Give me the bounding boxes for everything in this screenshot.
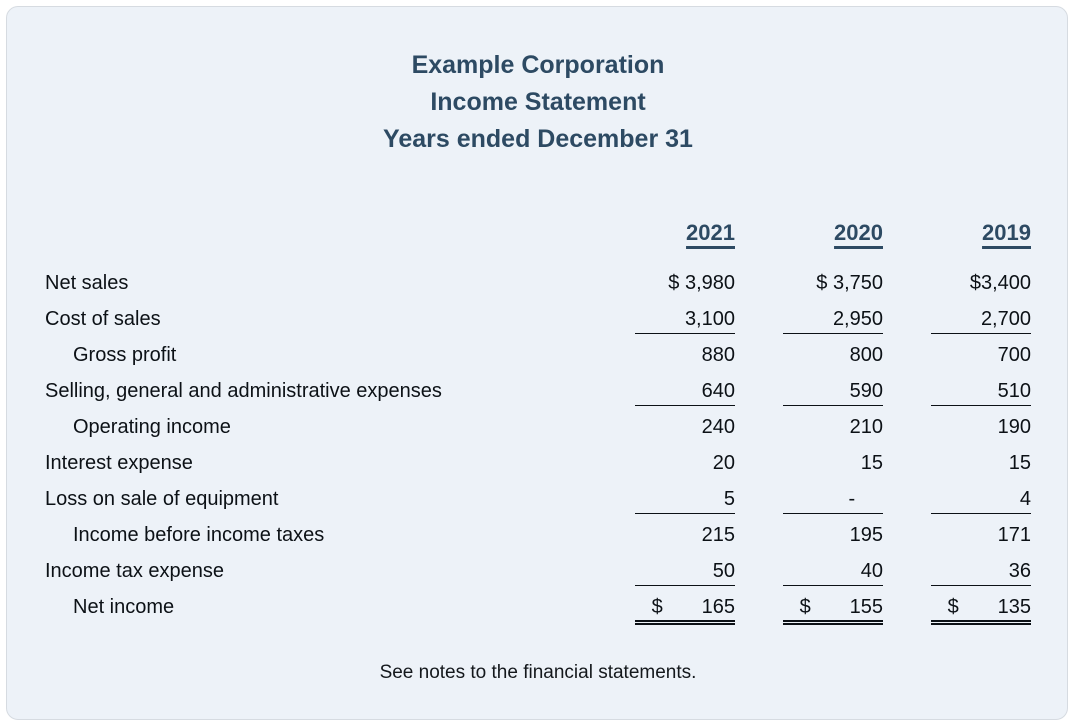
row-value: 190 <box>997 416 1031 438</box>
row-value: 36 <box>931 560 1031 586</box>
row-value: $ 3,750 <box>816 272 883 294</box>
row-value: 171 <box>997 524 1031 546</box>
row-value: 800 <box>849 344 883 366</box>
row-value: 50 <box>635 560 735 586</box>
row-value: 5 <box>635 488 735 514</box>
row-value: - <box>783 488 883 514</box>
row-value: $ 3,980 <box>668 272 735 294</box>
table-row: Net sales $ 3,980 $ 3,750 $3,400 <box>45 272 1031 308</box>
statement-title: Example Corporation Income Statement Yea… <box>45 47 1031 158</box>
table-row: Income tax expense 50 40 36 <box>45 560 1031 596</box>
row-label: Net sales <box>45 272 129 294</box>
row-value: 510 <box>931 380 1031 406</box>
row-value: $ 155 <box>783 596 883 625</box>
row-value: $3,400 <box>969 272 1031 294</box>
row-value: 2,700 <box>931 308 1031 334</box>
table-row: Income before income taxes 215 195 171 <box>45 524 1031 560</box>
row-value: 15 <box>1008 452 1031 474</box>
row-label: Income before income taxes <box>73 524 325 546</box>
row-value: $ 135 <box>931 596 1031 625</box>
row-value: 2,950 <box>783 308 883 334</box>
row-label: Cost of sales <box>45 308 161 330</box>
row-value: 880 <box>701 344 735 366</box>
table-row: Interest expense 20 15 15 <box>45 452 1031 488</box>
row-label: Operating income <box>73 416 231 438</box>
table-row: Selling, general and administrative expe… <box>45 380 1031 416</box>
row-value: 240 <box>701 416 735 438</box>
year-column-header: 2020 <box>834 220 883 245</box>
table-row: Operating income 240 210 190 <box>45 416 1031 452</box>
year-column-header: 2019 <box>982 220 1031 245</box>
title-statement-type: Income Statement <box>430 88 646 116</box>
row-label: Selling, general and administrative expe… <box>45 380 442 402</box>
row-label: Gross profit <box>73 344 177 366</box>
title-company-name: Example Corporation <box>411 51 665 79</box>
row-value: 15 <box>860 452 883 474</box>
row-value: 700 <box>997 344 1031 366</box>
row-label: Net income <box>73 596 175 618</box>
row-label: Income tax expense <box>45 560 224 582</box>
year-column-header: 2021 <box>686 220 735 245</box>
table-row: Gross profit 880 800 700 <box>45 344 1031 380</box>
row-label: Loss on sale of equipment <box>45 488 279 510</box>
table-row: Net income $ 165 $ 155 $ 135 <box>45 596 1031 632</box>
row-value: 3,100 <box>635 308 735 334</box>
table-header-row: 2021 2020 2019 <box>45 220 1031 266</box>
statement-footnote: See notes to the financial statements. <box>379 662 697 683</box>
row-value: 640 <box>635 380 735 406</box>
row-value: 210 <box>849 416 883 438</box>
income-statement-card: Example Corporation Income Statement Yea… <box>6 6 1068 720</box>
title-period: Years ended December 31 <box>383 125 693 153</box>
row-value: 195 <box>849 524 883 546</box>
row-value: $ 165 <box>635 596 735 625</box>
row-value: 40 <box>783 560 883 586</box>
row-value: 215 <box>701 524 735 546</box>
row-label: Interest expense <box>45 452 193 474</box>
table-row: Loss on sale of equipment 5 - 4 <box>45 488 1031 524</box>
row-value: 590 <box>783 380 883 406</box>
statement-table: 2021 2020 2019 Net sales $ 3,980 $ 3,750 $3,4… <box>45 220 1031 632</box>
table-row: Cost of sales 3,100 2,950 2,700 <box>45 308 1031 344</box>
row-value: 20 <box>712 452 735 474</box>
row-value: 4 <box>931 488 1031 514</box>
